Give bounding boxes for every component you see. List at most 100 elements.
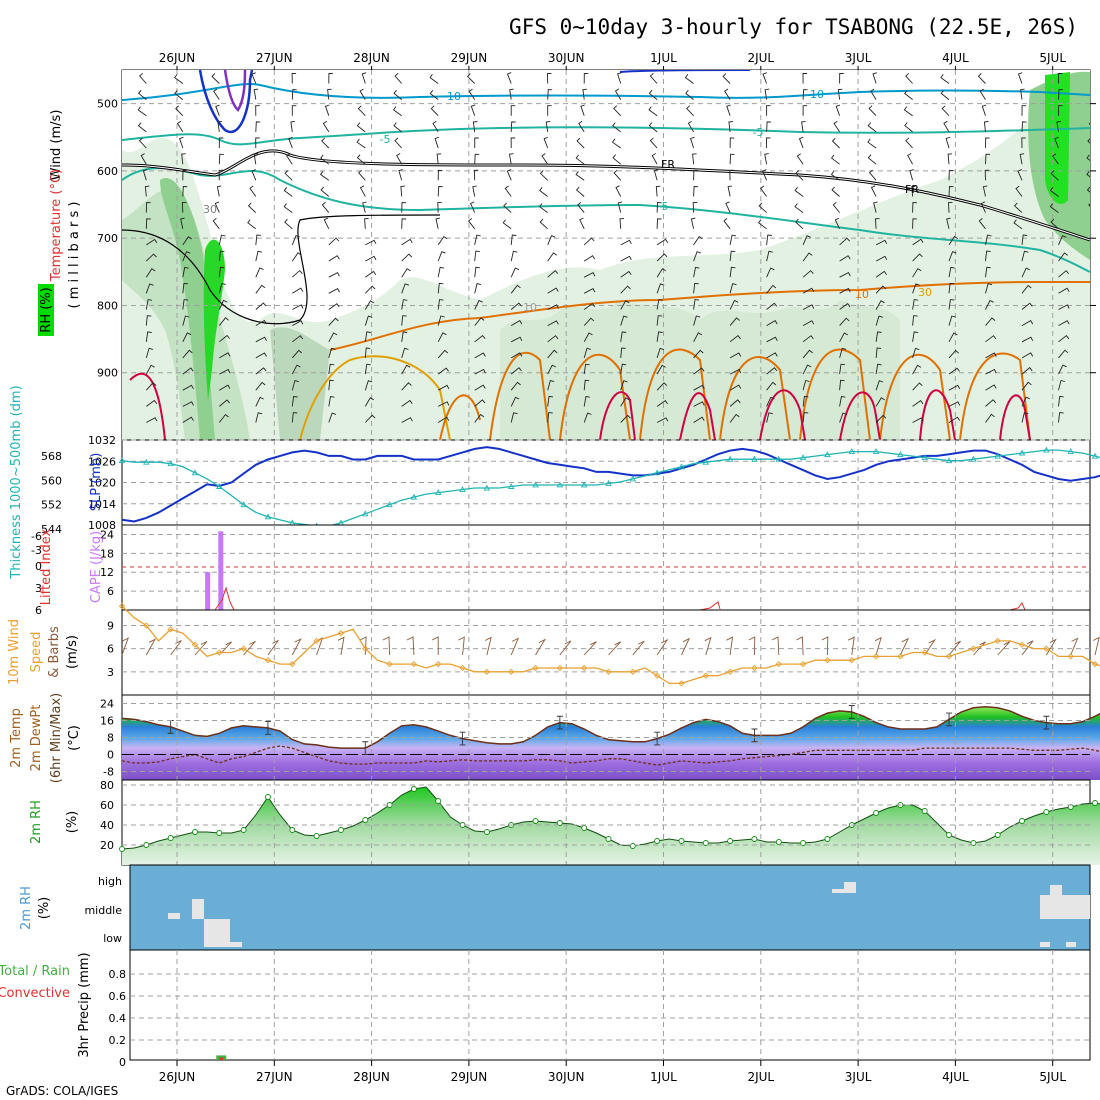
wind-barb [401,399,413,407]
wind-barb [620,347,626,358]
wind-barb [839,287,851,294]
wind-barb [435,217,441,229]
temp-tick-label: 24 [100,698,114,711]
wind-barb [474,399,486,407]
cloud-cover-panel: high middle low [84,864,1091,951]
wind-barb [802,412,809,423]
thickness-marker [994,452,1001,459]
side-labels: Wind (m/s) Temperature (°C) RH (%) ( m i… [0,110,104,1058]
wind-barb [437,384,450,391]
wind-barb [904,90,913,100]
wind-barb [328,73,333,84]
chart-title: GFS 0~10day 3-hourly for TSABONG (22.5E,… [509,15,1078,39]
wind-tick-label: 6 [107,643,114,656]
minmax-whisker [848,705,855,719]
wind-barb [214,201,220,213]
ylabel-precip-convective: Convective [0,986,70,1001]
isotherm-label: 30 [203,203,217,216]
wind-barb [437,169,443,181]
wind-barb [291,72,297,84]
temp-tick-label: 16 [100,715,114,728]
wind-marker [702,672,709,679]
wind-barb [467,218,476,230]
wind-barb [212,218,220,230]
wind-barb [218,299,228,310]
wind-barb [247,219,257,230]
wind-barb [474,413,485,423]
wind-barb [356,122,366,133]
wind-marker [970,645,977,652]
wind-barb [431,636,439,655]
wind-barb [831,186,840,197]
rh-marker [240,827,247,833]
wind-barb [401,268,411,278]
wind-barb [255,267,264,278]
rh-tick-label: 20 [100,839,114,852]
bottom-date-label: 2JUL [747,1070,774,1084]
wind-barb [175,105,184,117]
wind-barb [145,347,154,359]
wind-barb [821,636,829,656]
wind-barb [583,347,591,359]
wind-barb [436,153,442,165]
wind-marker [191,641,199,648]
wind-barb [907,153,913,165]
wind-barb [867,122,877,133]
wind-marker [118,602,126,610]
wind-barb [401,238,413,246]
wind-barb [722,73,731,84]
wind-barb [685,89,694,100]
wind-marker [824,657,831,664]
wind-barb [470,104,476,116]
rh-marker [654,838,661,844]
wind-barb [382,636,391,656]
wind-barb [687,120,694,133]
wind-marker [726,668,734,675]
wind-barb [580,104,585,116]
wind-barb [337,636,345,656]
wind-barb [1058,364,1067,375]
wind-barb [656,364,666,375]
rh-marker [605,836,612,842]
wind-barb [832,201,840,213]
wind10m-panel: 3 6 9 [107,602,1100,696]
wind-barb [794,203,804,213]
wind-barb [1020,88,1025,100]
wind-barb [583,395,590,407]
wind-barb [1086,171,1090,178]
wind-barb [145,283,154,294]
wind-barb [437,282,444,294]
wind-barb [802,304,815,310]
thickness-marker [751,455,758,462]
wind-barb [437,367,449,375]
wind-barb [437,416,450,423]
wind-barb [692,153,697,165]
wind-barb [437,299,444,310]
wind-barb [726,104,731,116]
wind-barb [321,137,330,149]
wind-barb [617,201,623,213]
wind-barb [393,122,402,133]
wind-marker [435,660,442,668]
wind-barb [392,106,402,117]
wind-barb [484,636,492,656]
thickness-marker [921,454,928,461]
thickness-marker [702,458,710,465]
wind-barb [510,121,516,132]
rh-marker [1092,800,1098,806]
wind-barb [649,72,658,84]
minmax-whisker [1043,715,1050,730]
wind-barb [474,153,480,165]
wind-barb [875,397,885,407]
wind-barb [693,384,705,391]
ylabel-rh-units: (%) [65,811,80,834]
wind-barb [255,250,263,262]
thickness-marker [872,448,880,455]
wind-barb [620,285,631,294]
wind-barb [547,269,559,278]
wind-barb [219,399,230,407]
wind-barb [508,153,514,165]
wind-barb [510,137,516,149]
wind-barb [547,364,557,375]
wind-barb [693,401,705,407]
